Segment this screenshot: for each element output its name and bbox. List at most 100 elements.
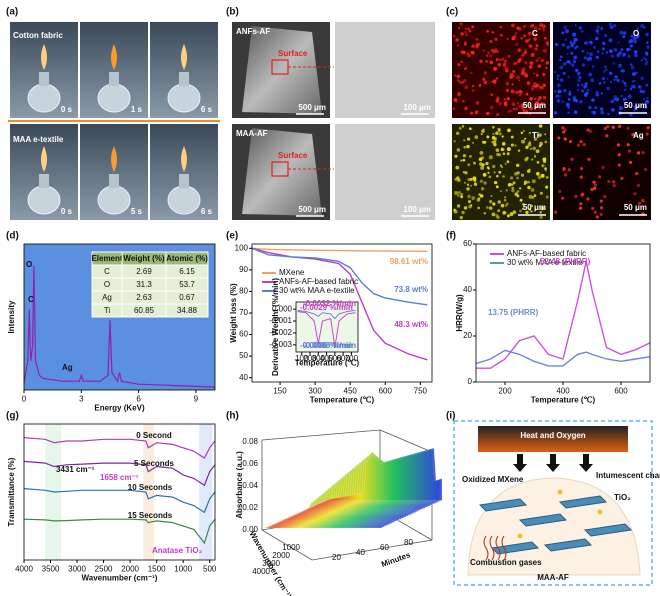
- map-dot: [641, 151, 645, 155]
- panel-label: (e): [226, 231, 238, 242]
- map-dot: [635, 171, 639, 176]
- map-dot: [493, 143, 497, 147]
- map-dot: [533, 26, 538, 30]
- scale-bar: 100 μm: [403, 205, 431, 214]
- map-dot: [513, 62, 517, 66]
- map-dot: [633, 50, 638, 54]
- map-dot: [609, 80, 613, 83]
- map-dot: [472, 141, 475, 144]
- map-dot: [478, 83, 482, 87]
- map-dot: [588, 56, 592, 61]
- map-dot: [457, 194, 460, 197]
- map-dot: [486, 29, 489, 33]
- legend-label: 30 wt% MAA e-textile: [507, 258, 583, 267]
- map-dot: [595, 29, 599, 33]
- map-dot: [539, 143, 542, 147]
- map-dot: [489, 40, 492, 43]
- map-dot: [529, 61, 534, 65]
- down-arrow: [513, 454, 527, 472]
- map-dot: [514, 192, 519, 196]
- tio2-particle: [557, 489, 563, 495]
- map-dot: [539, 23, 544, 27]
- map-dot: [479, 162, 483, 166]
- map-dot: [528, 194, 533, 199]
- map-dot: [606, 86, 611, 91]
- flame: [111, 44, 117, 70]
- map-dot: [461, 210, 465, 215]
- map-dot: [603, 81, 606, 84]
- map-dot: [567, 98, 571, 101]
- map-dot: [545, 66, 548, 70]
- map-dot: [539, 211, 543, 214]
- map-dot: [521, 139, 526, 144]
- map-dot: [612, 184, 616, 188]
- map-dot: [464, 31, 467, 34]
- x-tick-label: 3: [79, 395, 84, 404]
- map-dot: [503, 97, 507, 101]
- map-dot: [527, 142, 532, 147]
- map-dot: [509, 212, 514, 217]
- series-label: 0 Second: [136, 431, 172, 440]
- x-tick-label: 3000: [68, 565, 86, 574]
- map-dot: [503, 59, 507, 63]
- map-dot: [644, 57, 648, 61]
- sample-label: MAA e-textile: [13, 135, 64, 144]
- map-dot: [515, 43, 518, 46]
- scale-bar: 50 μm: [624, 101, 647, 110]
- map-dot: [497, 209, 501, 213]
- map-dot: [613, 78, 616, 81]
- map-dot: [506, 160, 510, 164]
- map-dot: [491, 140, 494, 144]
- y-tick-label: 50: [239, 351, 248, 360]
- map-dot: [509, 109, 513, 113]
- fire-bar: [478, 426, 628, 452]
- map-dot: [504, 162, 507, 165]
- map-dot: [530, 87, 535, 91]
- map-dot: [526, 169, 531, 174]
- map-dot: [504, 66, 509, 71]
- map-dot: [538, 124, 543, 128]
- map-dot: [501, 142, 506, 146]
- table-text: 6.15: [179, 267, 195, 276]
- map-dot: [588, 72, 592, 77]
- map-dot: [463, 206, 468, 210]
- map-dot: [614, 75, 618, 79]
- map-dot: [479, 151, 484, 155]
- series-line: [23, 488, 216, 514]
- map-dot: [501, 135, 504, 138]
- flask-neck: [109, 174, 119, 188]
- gas-wave: [483, 535, 489, 561]
- map-dot: [476, 197, 481, 202]
- map-dot: [635, 71, 638, 75]
- plot-frame: [475, 243, 651, 383]
- map-dot: [629, 87, 633, 91]
- map-dot: [520, 173, 525, 177]
- gases-label: Combustion gases: [470, 558, 542, 567]
- sem-sample: [242, 128, 322, 216]
- map-dot: [600, 92, 603, 95]
- x-tick-label: 450: [344, 387, 358, 396]
- map-dot: [518, 58, 522, 62]
- map-dot: [554, 210, 558, 214]
- map-dot: [537, 98, 540, 101]
- map-dot: [597, 32, 600, 35]
- map-dot: [490, 105, 494, 110]
- panel-h: (h) 0.00 0.02 0.04 0.06 0.08 1000200030004000…: [226, 411, 443, 596]
- map-dot: [530, 23, 535, 28]
- map-dot: [512, 181, 516, 185]
- map-dot: [632, 72, 636, 76]
- x-tick-label: 150: [273, 387, 287, 396]
- map-dot: [592, 180, 596, 184]
- map-dot: [502, 62, 507, 67]
- flask-neck: [109, 72, 119, 86]
- map-dot: [481, 140, 485, 144]
- map-dot: [496, 174, 499, 178]
- map-dot: [452, 107, 456, 110]
- y-axis-label: HRR(W/g): [455, 294, 464, 332]
- legend-label: 30 wt% MAA e-textile: [279, 286, 355, 295]
- series-line: [23, 265, 216, 388]
- map-dot: [545, 195, 549, 199]
- map-dot: [640, 76, 645, 81]
- map-dot: [586, 197, 590, 201]
- time-label: 1 s: [131, 105, 143, 114]
